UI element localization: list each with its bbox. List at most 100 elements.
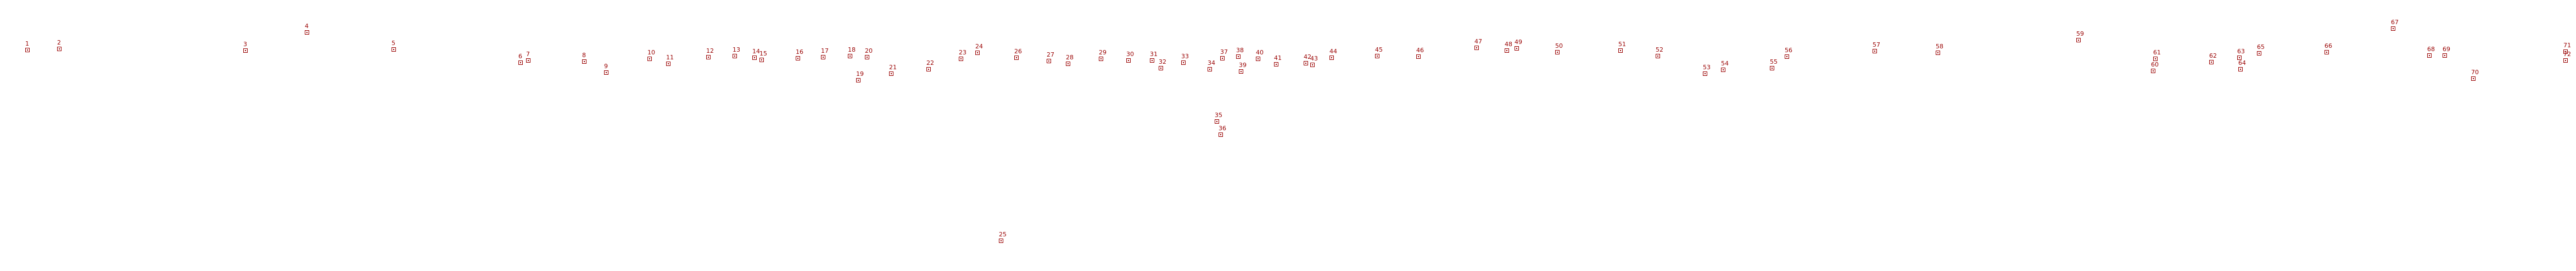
som-mark[interactable]: 35 xyxy=(1215,112,1222,124)
som-mark[interactable]: 57 xyxy=(1873,42,1880,53)
som-mark[interactable]: 21 xyxy=(889,64,897,76)
som-mark[interactable]: 48 xyxy=(1505,41,1512,53)
som-mark[interactable]: 5 xyxy=(392,40,396,52)
som-mark[interactable]: 42 xyxy=(1304,54,1311,65)
som-mark-label: 2 xyxy=(57,39,61,46)
som-mark[interactable]: 24 xyxy=(975,43,983,55)
som-mark-dot xyxy=(2240,69,2241,70)
som-mark[interactable]: 11 xyxy=(666,54,674,66)
som-mark-dot xyxy=(1377,56,1378,57)
som-mark[interactable]: 58 xyxy=(1936,43,1943,55)
som-mark-label: 22 xyxy=(926,59,934,67)
som-mark[interactable]: 8 xyxy=(582,52,586,64)
som-mark-dot xyxy=(1128,60,1129,61)
som-mark-dot xyxy=(649,58,650,59)
som-mark[interactable]: 10 xyxy=(647,49,655,61)
som-mark-dot xyxy=(2444,55,2445,56)
som-mark[interactable]: 3 xyxy=(243,41,248,53)
som-mark-dot xyxy=(1216,121,1217,122)
som-mark[interactable]: 22 xyxy=(926,60,934,71)
som-mark[interactable]: 44 xyxy=(1329,48,1337,60)
som-mark[interactable]: 53 xyxy=(1703,64,1711,76)
som-mark[interactable]: 55 xyxy=(1770,59,1778,70)
som-mark[interactable]: 30 xyxy=(1126,51,1134,63)
som-mark[interactable]: 61 xyxy=(2153,49,2161,61)
som-mark[interactable]: 14 xyxy=(752,48,760,60)
som-mark[interactable]: 17 xyxy=(821,48,829,59)
som-mark[interactable]: 65 xyxy=(2257,44,2265,56)
som-mark[interactable]: 45 xyxy=(1375,47,1383,58)
som-mark[interactable]: 68 xyxy=(2427,46,2435,58)
som-mark[interactable]: 49 xyxy=(1515,39,1522,51)
som-mark[interactable]: 4 xyxy=(305,23,309,35)
som-mark[interactable]: 9 xyxy=(604,63,608,75)
som-mark[interactable]: 36 xyxy=(1219,125,1226,137)
som-mark[interactable]: 18 xyxy=(848,47,856,58)
som-mark[interactable]: 60 xyxy=(2151,62,2159,73)
som-mark[interactable]: 47 xyxy=(1474,38,1482,50)
som-mark[interactable]: 56 xyxy=(1785,47,1792,59)
som-mark[interactable]: 38 xyxy=(1236,47,1244,59)
som-mark[interactable]: 40 xyxy=(1256,49,1264,61)
som-mark[interactable]: 19 xyxy=(856,71,864,82)
som-mark[interactable]: 26 xyxy=(1014,48,1022,60)
som-mark[interactable]: 33 xyxy=(1181,53,1189,65)
som-mark-label: 51 xyxy=(1618,41,1626,48)
som-mark-label: 28 xyxy=(1066,54,1074,61)
som-mark-label: 12 xyxy=(706,47,714,54)
som-mark[interactable]: 15 xyxy=(759,51,767,62)
som-mark[interactable]: 72 xyxy=(2563,51,2571,63)
som-mark-label: 62 xyxy=(2209,52,2217,59)
som-mark[interactable]: 2 xyxy=(57,40,62,51)
som-mark[interactable]: 20 xyxy=(865,48,873,59)
som-mark-label: 67 xyxy=(2391,19,2399,26)
som-mark[interactable]: 12 xyxy=(706,48,714,59)
som-mark-label: 52 xyxy=(1656,46,1663,53)
som-mark[interactable]: 31 xyxy=(1150,51,1158,63)
som-mark[interactable]: 29 xyxy=(1099,49,1107,61)
som-mark-label: 35 xyxy=(1215,112,1222,119)
som-mark[interactable]: 32 xyxy=(1159,59,1166,70)
som-mark-dot xyxy=(2565,51,2566,52)
som-mark[interactable]: 1 xyxy=(25,41,30,52)
som-mark[interactable]: 43 xyxy=(1310,56,1318,67)
som-mark[interactable]: 6 xyxy=(518,53,523,65)
som-mark[interactable]: 69 xyxy=(2443,46,2450,58)
som-mark-dot xyxy=(1418,56,1419,57)
som-mark[interactable]: 23 xyxy=(959,49,966,61)
som-mark[interactable]: 27 xyxy=(1047,52,1054,63)
som-mark[interactable]: 67 xyxy=(2391,19,2399,31)
som-mark[interactable]: 59 xyxy=(2076,31,2084,42)
som-mark-dot xyxy=(797,58,798,59)
som-mark-dot xyxy=(1723,69,1724,70)
som-mark[interactable]: 41 xyxy=(1274,55,1282,67)
som-mark-dot xyxy=(1220,134,1221,135)
som-mark[interactable]: 34 xyxy=(1208,60,1215,71)
som-mark-dot xyxy=(1772,68,1773,69)
som-mark[interactable]: 16 xyxy=(796,49,803,60)
som-mark[interactable]: 64 xyxy=(2238,60,2246,71)
som-mark-label: 33 xyxy=(1181,53,1189,60)
som-mark[interactable]: 7 xyxy=(526,51,530,63)
som-mark[interactable]: 46 xyxy=(1416,47,1424,59)
som-mark[interactable]: 54 xyxy=(1721,60,1729,72)
som-mark-dot xyxy=(2429,55,2430,56)
som-mark[interactable]: 39 xyxy=(1239,62,1247,74)
som-mark[interactable]: 52 xyxy=(1656,47,1663,58)
som-mark-dot xyxy=(1068,63,1069,64)
som-mark[interactable]: 28 xyxy=(1066,54,1074,66)
som-mark[interactable]: 50 xyxy=(1555,43,1563,54)
som-mark[interactable]: 70 xyxy=(2471,69,2479,81)
som-mark[interactable]: 25 xyxy=(999,231,1007,243)
som-mark[interactable]: 51 xyxy=(1618,41,1626,53)
som-mark-label: 60 xyxy=(2151,61,2159,68)
som-mark[interactable]: 62 xyxy=(2209,53,2217,64)
som-mark-dot xyxy=(27,49,28,51)
som-mark-label: 21 xyxy=(889,64,897,71)
som-mark-label: 53 xyxy=(1703,64,1711,71)
som-mark[interactable]: 37 xyxy=(1220,49,1228,60)
som-mark[interactable]: 66 xyxy=(2324,43,2332,54)
som-mark[interactable]: 71 xyxy=(2563,42,2571,54)
som-mark[interactable]: 13 xyxy=(733,47,740,58)
som-mark[interactable]: 63 xyxy=(2237,48,2245,60)
